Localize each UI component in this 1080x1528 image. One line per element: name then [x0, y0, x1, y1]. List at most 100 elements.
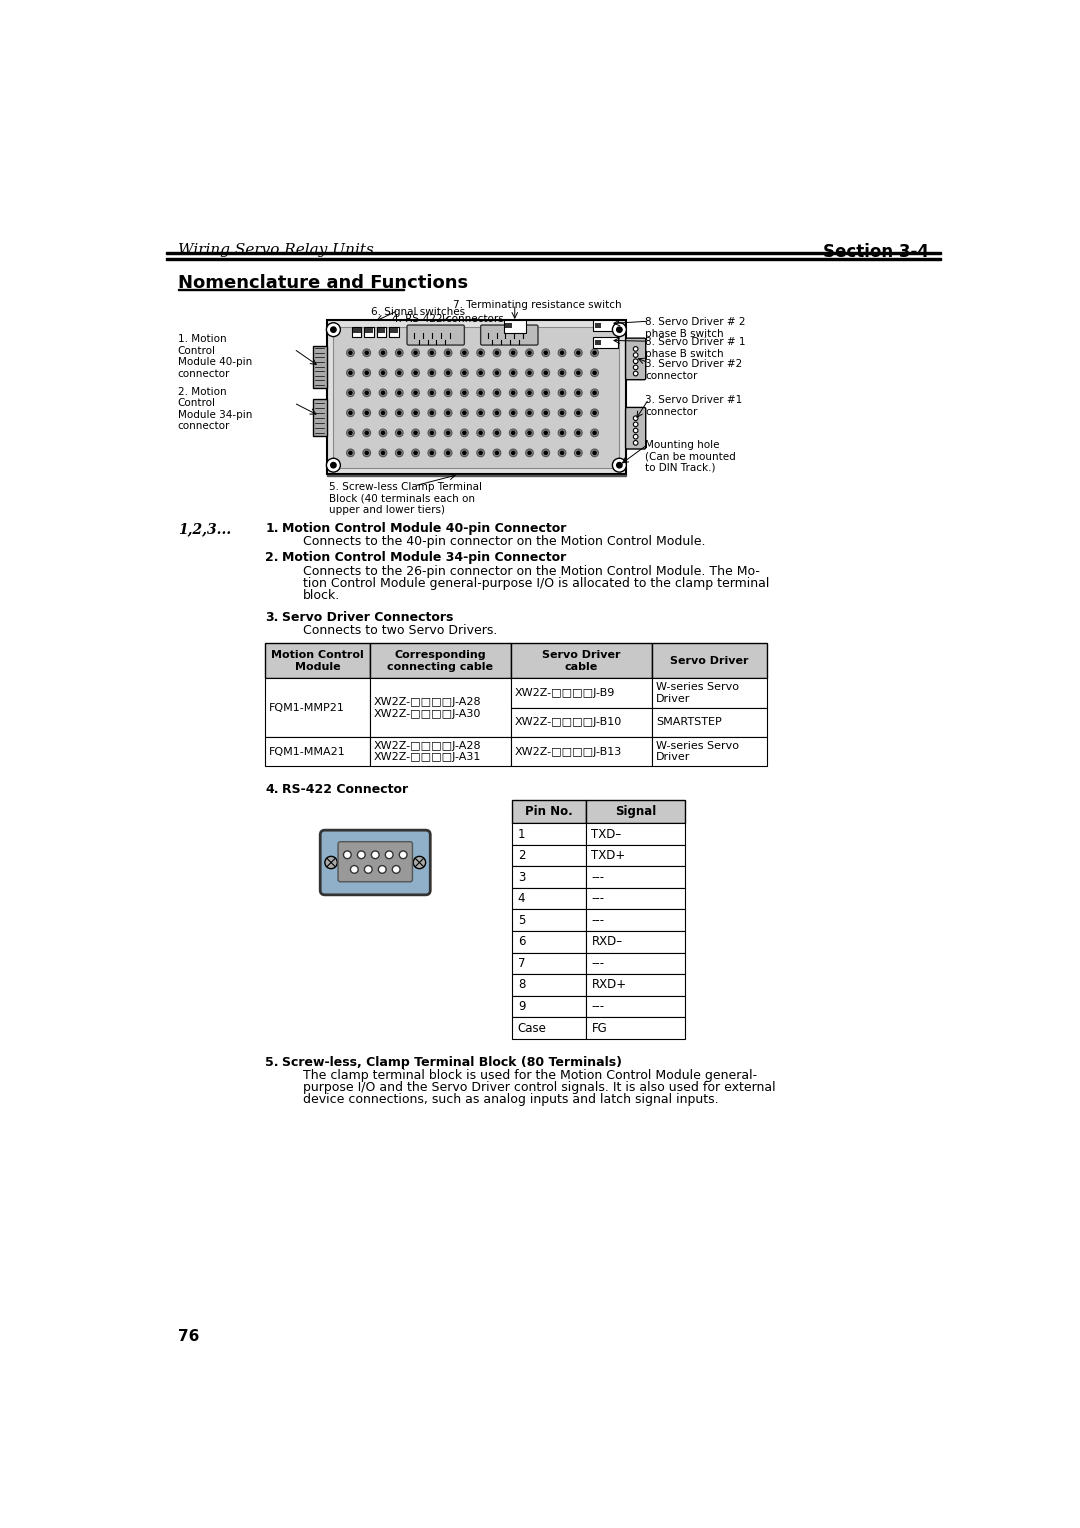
Circle shape: [544, 351, 548, 354]
Text: Signal: Signal: [615, 805, 657, 817]
Circle shape: [633, 359, 638, 364]
Bar: [511, 643, 652, 678]
Bar: [511, 707, 652, 736]
Circle shape: [510, 449, 517, 457]
Bar: [586, 824, 685, 845]
Circle shape: [558, 348, 566, 356]
FancyBboxPatch shape: [481, 325, 538, 345]
Circle shape: [444, 368, 451, 376]
Circle shape: [414, 411, 417, 414]
Circle shape: [633, 353, 638, 358]
Text: 2.: 2.: [266, 552, 279, 564]
Bar: [313, 399, 327, 435]
Text: XW2Z-□□□□J-A28
XW2Z-□□□□J-A31: XW2Z-□□□□J-A28 XW2Z-□□□□J-A31: [374, 741, 482, 762]
Circle shape: [350, 865, 359, 874]
Circle shape: [542, 449, 550, 457]
Circle shape: [510, 368, 517, 376]
Circle shape: [379, 390, 387, 397]
Circle shape: [528, 391, 531, 394]
Text: W-series Servo
Driver: W-series Servo Driver: [656, 741, 739, 762]
Text: Screw-less, Clamp Terminal Block (80 Terminals): Screw-less, Clamp Terminal Block (80 Ter…: [282, 1056, 622, 1068]
Circle shape: [526, 368, 534, 376]
Text: Servo Driver Connectors: Servo Driver Connectors: [282, 611, 454, 623]
Text: 8. Servo Driver # 1
phase B switch: 8. Servo Driver # 1 phase B switch: [645, 338, 745, 359]
Text: SMARTSTEP: SMARTSTEP: [656, 717, 721, 727]
Circle shape: [480, 391, 482, 394]
Circle shape: [512, 351, 515, 354]
Text: TXD+: TXD+: [592, 850, 625, 862]
Circle shape: [372, 851, 379, 859]
Text: ---: ---: [592, 957, 605, 970]
Circle shape: [428, 348, 435, 356]
Circle shape: [430, 351, 433, 354]
Circle shape: [591, 368, 598, 376]
Bar: [652, 736, 767, 766]
Bar: [389, 327, 399, 338]
Circle shape: [561, 351, 564, 354]
Circle shape: [326, 458, 340, 472]
Circle shape: [347, 410, 354, 417]
Bar: [512, 909, 586, 931]
Bar: [512, 996, 586, 1018]
Circle shape: [379, 449, 387, 457]
Circle shape: [558, 449, 566, 457]
Circle shape: [397, 451, 401, 454]
Text: XW2Z-□□□□J-B9: XW2Z-□□□□J-B9: [515, 688, 616, 698]
Bar: [512, 866, 586, 888]
Circle shape: [325, 856, 337, 868]
Circle shape: [365, 351, 368, 354]
Circle shape: [428, 449, 435, 457]
Circle shape: [512, 371, 515, 374]
Circle shape: [575, 410, 582, 417]
Bar: [595, 341, 600, 345]
Circle shape: [397, 371, 401, 374]
Text: ---: ---: [592, 892, 605, 905]
Circle shape: [544, 451, 548, 454]
Text: 1: 1: [517, 828, 525, 840]
Circle shape: [561, 431, 564, 434]
Circle shape: [381, 411, 384, 414]
Circle shape: [444, 429, 451, 437]
Text: 8: 8: [517, 978, 525, 992]
Circle shape: [446, 391, 449, 394]
Circle shape: [414, 431, 417, 434]
Text: 7. Terminating resistance switch: 7. Terminating resistance switch: [453, 301, 621, 310]
Text: Nomenclature and Functions: Nomenclature and Functions: [177, 274, 468, 292]
Circle shape: [326, 322, 340, 336]
Circle shape: [542, 348, 550, 356]
Circle shape: [496, 451, 499, 454]
Bar: [586, 1018, 685, 1039]
Bar: [511, 736, 652, 766]
Bar: [313, 345, 327, 388]
Bar: [593, 321, 618, 332]
Circle shape: [494, 449, 501, 457]
Circle shape: [330, 463, 336, 468]
Text: 6: 6: [517, 935, 525, 949]
Circle shape: [633, 416, 638, 420]
Text: RS-422 Connector: RS-422 Connector: [282, 784, 408, 796]
Circle shape: [510, 390, 517, 397]
Circle shape: [395, 410, 403, 417]
Bar: [586, 845, 685, 866]
Circle shape: [411, 368, 419, 376]
Circle shape: [633, 440, 638, 445]
Bar: [369, 643, 511, 678]
Circle shape: [428, 390, 435, 397]
Circle shape: [591, 348, 598, 356]
Circle shape: [365, 411, 368, 414]
Bar: [511, 678, 652, 707]
Circle shape: [561, 451, 564, 454]
Bar: [593, 338, 618, 348]
Circle shape: [480, 451, 482, 454]
Circle shape: [349, 451, 352, 454]
Bar: [512, 824, 586, 845]
Circle shape: [446, 451, 449, 454]
Circle shape: [476, 410, 485, 417]
Circle shape: [575, 390, 582, 397]
Text: 3. Servo Driver #2
connector: 3. Servo Driver #2 connector: [645, 359, 742, 380]
Circle shape: [577, 411, 580, 414]
Bar: [364, 327, 374, 338]
Circle shape: [460, 368, 469, 376]
FancyBboxPatch shape: [625, 338, 646, 380]
Circle shape: [411, 390, 419, 397]
